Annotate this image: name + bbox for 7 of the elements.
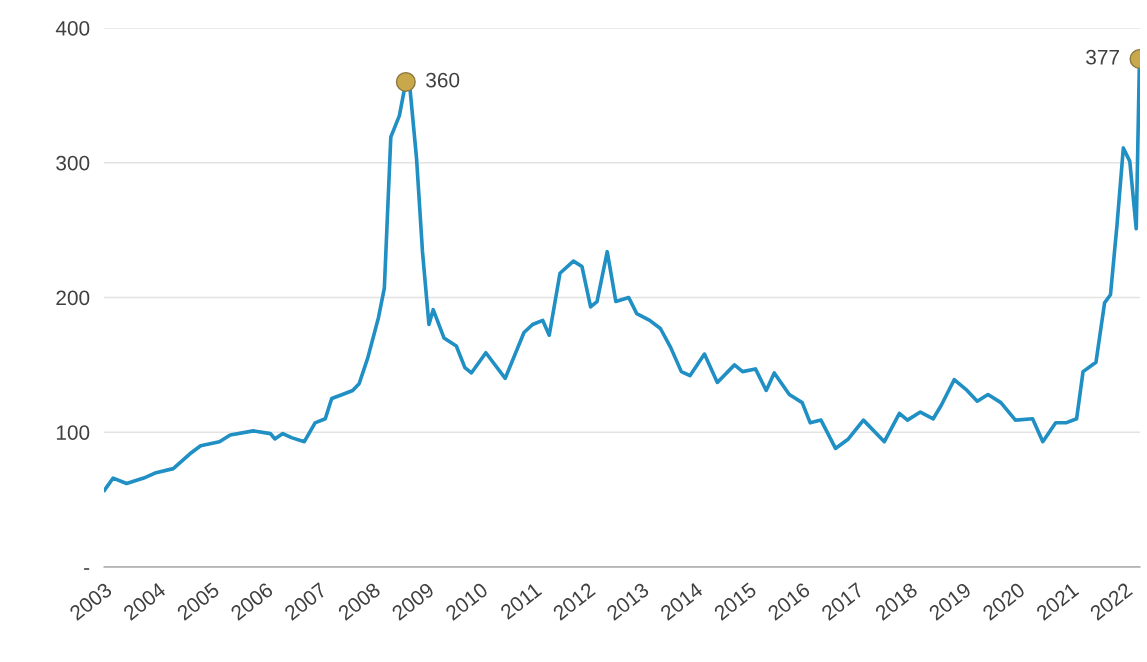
y-tick-label: 100 [56,425,90,440]
y-tick-label: - [84,568,90,570]
y-tick-label: 200 [56,290,90,306]
y-tick-label: 400 [55,21,90,36]
data-label: 360 [426,72,460,88]
y-tick-label: 300 [56,155,90,171]
data-label: 377 [1086,49,1119,65]
